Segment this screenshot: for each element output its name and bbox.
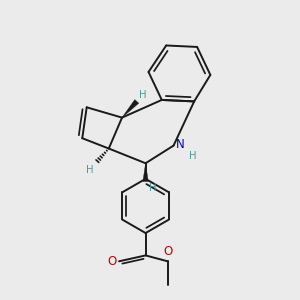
Polygon shape [143, 163, 148, 182]
Text: O: O [107, 255, 116, 268]
Polygon shape [122, 100, 139, 118]
Text: H: H [139, 90, 147, 100]
Text: O: O [163, 245, 172, 258]
Text: H: H [189, 151, 196, 161]
Text: H: H [149, 183, 157, 193]
Text: H: H [86, 165, 93, 175]
Text: N: N [176, 139, 185, 152]
